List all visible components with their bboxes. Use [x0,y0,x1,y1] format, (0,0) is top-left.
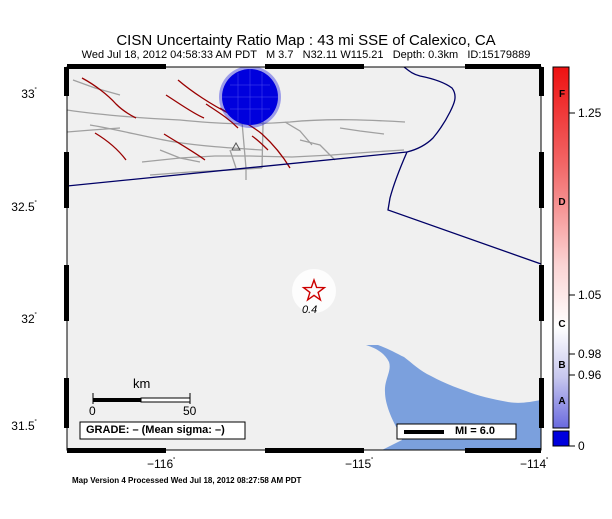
mi-legend-swatch [404,430,444,434]
lon-label-114: −114˚ [520,457,549,471]
scale-bar-start: 0 [89,404,96,418]
event-depth: Depth: 0.3km [392,49,459,61]
lon-label-116: −116˚ [147,457,176,471]
epicenter-value: 0.4 [302,304,318,316]
roads [67,79,406,180]
colorbar-value-0-98: 0.98 [578,347,602,361]
event-id: ID:15179889 [467,49,531,61]
colorbar-grade-c: C [558,319,566,330]
scale-bar [92,393,191,404]
mi-legend-frame [396,423,517,440]
map-title: CISN Uncertainty Ratio Map : 43 mi SSE o… [116,32,496,49]
scale-bar-end: 50 [183,404,197,418]
colorbar [552,66,575,447]
grade-box-frame [79,421,246,440]
colorbar-grade-a: A [558,396,566,407]
scale-bar-unit: km [133,376,151,391]
grade-text: GRADE: – (Mean sigma: –) [86,424,225,436]
map-footer: Map Version 4 Processed Wed Jul 18, 2012… [72,476,302,485]
mi-legend-text: MI = 6.0 [455,425,496,437]
city-triangle-icon [231,141,241,151]
event-magnitude: M 3.7 [265,49,294,61]
colorbar-grade-b: B [558,360,566,371]
map-subtitle: Wed Jul 18, 2012 04:58:33 AM PDT M 3.7 N… [0,49,612,61]
colorbar-grade-f: F [558,89,566,100]
epicenter-halo [292,269,336,313]
lat-label-33: 33˚ [21,87,37,101]
political-borders [67,67,541,265]
uncertainty-blob [219,67,281,128]
map-land [67,67,541,450]
lat-label-32: 32˚ [21,312,37,326]
colorbar-value-0-96: 0.96 [578,368,602,382]
epicenter-star-icon [301,277,327,302]
colorbar-value-0: 0 [578,439,585,453]
colorbar-value-1-25: 1.25 [578,106,602,120]
colorbar-value-1-05: 1.05 [578,288,602,302]
colorbar-grade-d: D [558,197,566,208]
map-frame [64,64,544,453]
lat-label-32-5: 32.5˚ [11,200,37,214]
event-datetime: Wed Jul 18, 2012 04:58:33 AM PDT [81,49,257,61]
lon-label-115: −115˚ [345,457,374,471]
lat-label-31-5: 31.5˚ [11,419,37,433]
event-location: N32.11 W115.21 [302,49,384,61]
